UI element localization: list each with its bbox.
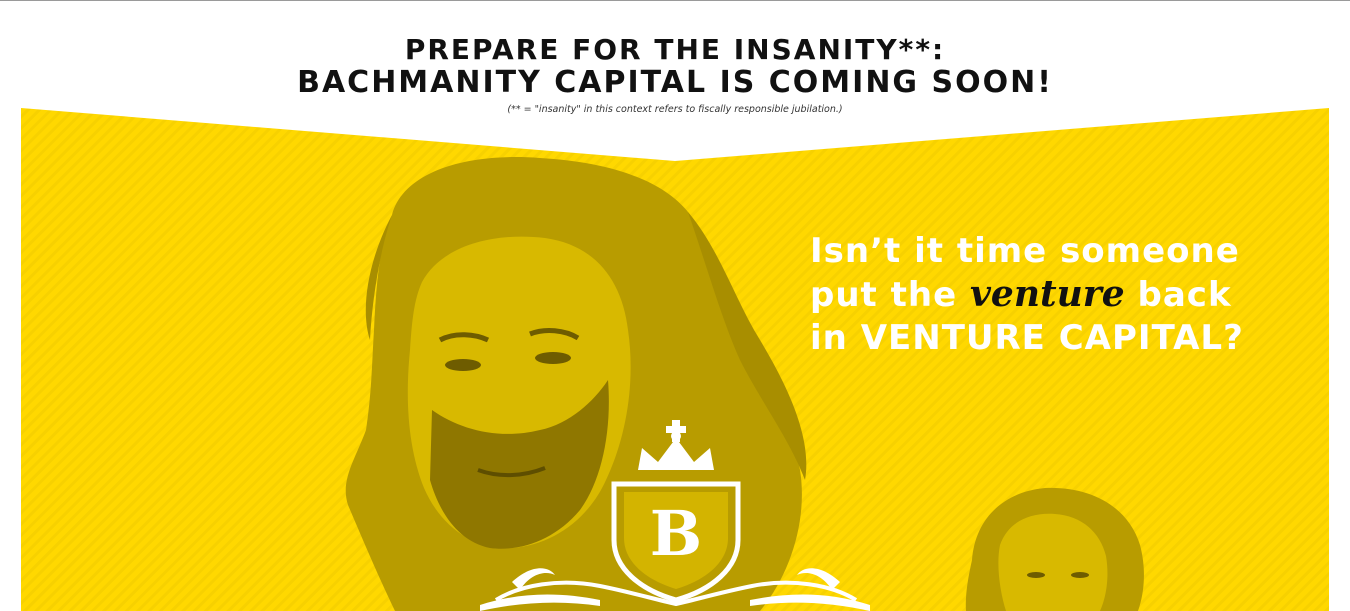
page-headline: PREPARE FOR THE INSANITY**: BACHMANITY C… — [0, 33, 1350, 100]
crest-letter: B — [649, 497, 703, 570]
top-divider — [0, 0, 1350, 1]
tagline-line-2: put the venture back — [810, 273, 1244, 317]
bachmanity-crest-logo — [480, 420, 870, 611]
headline-line-1: PREPARE FOR THE INSANITY**: — [404, 33, 946, 66]
hero-tagline: Isn’t it time someone put the venture ba… — [810, 230, 1244, 360]
tagline-line-2-end: back — [1137, 275, 1232, 315]
tagline-emphasis-venture: venture — [970, 273, 1125, 315]
tagline-line-3: in VENTURE CAPITAL? — [810, 318, 1244, 358]
partner-portrait — [965, 487, 1144, 611]
tagline-line-2-start: put the — [810, 275, 958, 315]
tagline-line-1: Isn’t it time someone — [810, 231, 1240, 271]
headline-footnote: (** = "insanity" in this context refers … — [507, 104, 843, 115]
headline-line-2: BACHMANITY CAPITAL IS COMING SOON! — [297, 65, 1053, 100]
